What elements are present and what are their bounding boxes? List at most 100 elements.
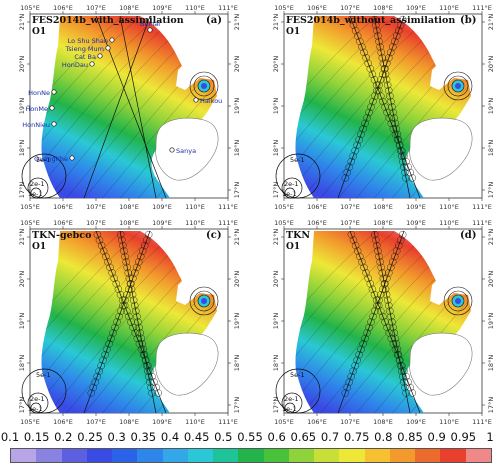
lat-label-left: 17°N <box>18 397 26 414</box>
lat-label-right: 21°N <box>487 14 495 31</box>
lat-label-right: 20°N <box>487 56 495 73</box>
colorbar-cell <box>339 449 366 462</box>
colorbar: 0.1 0.15 0.2 0.25 0.3 0.35 0.4 0.45 0.5 0.55 0.6 0.… <box>1 430 496 467</box>
lon-label-top: 109°E <box>152 4 172 12</box>
station-label: HonDau <box>62 61 88 69</box>
lat-label-right: 17°N <box>487 182 495 199</box>
colorbar-cell <box>61 449 88 462</box>
legend-circle-label: 5e-1 <box>36 156 51 164</box>
lat-label-right: 17°N <box>487 397 495 414</box>
lat-label-right: 19°N <box>233 313 241 330</box>
lat-label-right: 19°N <box>233 98 241 115</box>
lat-label-left: 19°N <box>18 313 26 330</box>
colorbar-cell <box>162 449 189 462</box>
colorbar-tick-label: 0.6 <box>267 430 286 444</box>
legend-circle-label: 1e-1 <box>28 190 43 198</box>
lon-label-top: 107°E <box>86 4 106 12</box>
panel-title: TKN <box>286 230 311 241</box>
lon-label-top: 109°E <box>406 219 426 227</box>
lon-label-top: 111°E <box>218 219 238 227</box>
lat-label-left: 17°N <box>272 397 280 414</box>
legend-circle-label: 2e-1 <box>30 180 45 188</box>
colorbar-tick-label: 1 <box>486 430 494 444</box>
panel-title: TKN-gebco <box>32 230 92 241</box>
map-panel: 5e-1 2e-1 1e-1 105°E 105°E 106°E 106°E 107°E 107… <box>0 215 245 430</box>
colorbar-tick-label: 0.85 <box>397 430 423 444</box>
lon-label-bottom: 111°E <box>472 418 492 426</box>
lat-label-left: 19°N <box>18 98 26 115</box>
legend-circle-label: 1e-1 <box>282 405 297 413</box>
colorbar-cell <box>137 449 164 462</box>
colorbar-cell <box>36 449 62 462</box>
lon-label-bottom: 108°E <box>119 203 139 211</box>
legend-circle-label: 2e-1 <box>284 180 299 188</box>
colorbar-tick-label: 0.5 <box>214 430 233 444</box>
panel-letter: (d) <box>460 230 477 241</box>
lon-label-top: 108°E <box>119 4 139 12</box>
lon-label-top: 105°E <box>20 4 40 12</box>
lon-label-bottom: 110°E <box>439 203 459 211</box>
station-label: HonNe <box>28 89 50 97</box>
lat-label-right: 21°N <box>487 229 495 246</box>
lon-label-bottom: 108°E <box>373 418 393 426</box>
lon-label-bottom: 105°E <box>274 203 294 211</box>
colorbar-tick-label: 0.55 <box>237 430 263 444</box>
colorbar-cell <box>288 449 315 462</box>
lat-label-left: 18°N <box>272 140 280 157</box>
station-label: Sanya <box>176 147 196 155</box>
panel-letter: (b) <box>460 15 477 26</box>
lon-label-top: 105°E <box>274 4 294 12</box>
lon-label-top: 108°E <box>373 4 393 12</box>
lon-label-bottom: 111°E <box>218 203 238 211</box>
station-label: HonNieu <box>22 121 50 129</box>
lat-label-right: 21°N <box>233 229 241 246</box>
lon-label-bottom: 108°E <box>373 203 393 211</box>
lon-label-bottom: 107°E <box>86 203 106 211</box>
colorbar-cell <box>415 449 441 462</box>
lon-label-bottom: 105°E <box>20 418 40 426</box>
lat-label-right: 20°N <box>487 271 495 288</box>
lon-label-top: 109°E <box>406 4 426 12</box>
map-canvas: 5e-1 2e-1 1e-1 105°E 105°E 106°E 106°E 107°E 107… <box>272 4 495 211</box>
lat-label-right: 18°N <box>233 140 241 157</box>
lon-label-top: 107°E <box>340 219 360 227</box>
lon-label-top: 110°E <box>185 4 205 12</box>
lon-label-top: 105°E <box>20 219 40 227</box>
legend-circle-label: 5e-1 <box>290 371 305 379</box>
lat-label-right: 19°N <box>487 313 495 330</box>
lon-label-top: 108°E <box>373 219 393 227</box>
lat-label-left: 21°N <box>18 229 26 246</box>
colorbar-tick-label: 0.9 <box>427 430 446 444</box>
station-label: QuangKhe <box>34 155 68 163</box>
lat-label-left: 21°N <box>272 14 280 31</box>
lon-label-top: 106°E <box>307 4 327 12</box>
map-canvas: 5e-1 2e-1 1e-1 105°E 105°E 106°E 106°E 107°E 107… <box>18 219 241 426</box>
lon-label-bottom: 109°E <box>406 203 426 211</box>
lat-label-right: 21°N <box>233 14 241 31</box>
map-panel: 5e-1 2e-1 1e-1 105°E 105°E 106°E 106°E 107°E 107… <box>254 0 499 215</box>
lon-label-top: 111°E <box>472 4 492 12</box>
lat-label-right: 18°N <box>487 140 495 157</box>
colorbar-cell <box>314 449 340 462</box>
lon-label-top: 107°E <box>86 219 106 227</box>
panel-letter: (c) <box>206 230 222 241</box>
colorbar-cell <box>238 449 265 462</box>
lon-label-bottom: 105°E <box>274 418 294 426</box>
lat-label-left: 20°N <box>18 271 26 288</box>
panel-constituent: O1 <box>32 27 47 37</box>
colorbar-cell <box>389 449 416 462</box>
lat-label-right: 17°N <box>233 397 241 414</box>
station-label: Tsieng Mum <box>65 45 104 53</box>
legend-circle-label: 1e-1 <box>282 190 297 198</box>
colorbar-tick-label: 0.75 <box>343 430 370 444</box>
panel-constituent: O1 <box>286 27 301 37</box>
lon-label-bottom: 107°E <box>86 418 106 426</box>
colorbar-tick-label: 0.65 <box>290 430 317 444</box>
lon-label-top: 107°E <box>340 4 360 12</box>
station-label: Haikou <box>200 97 222 105</box>
legend-circle-label: 5e-1 <box>36 371 51 379</box>
panel-letter: (a) <box>206 15 222 26</box>
colorbar-cell <box>112 449 138 462</box>
lon-label-top: 108°E <box>119 219 139 227</box>
